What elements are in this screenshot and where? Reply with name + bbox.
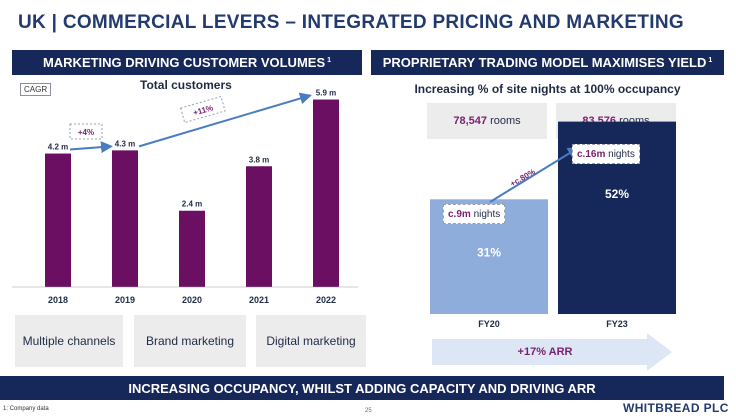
- arr-label-text: +17% ARR: [517, 346, 573, 358]
- x-tick-2019: 2019: [115, 295, 135, 305]
- cagr-arrow-2019-2022: [138, 92, 312, 148]
- rooms-number-fy20: 78,547: [453, 114, 488, 127]
- bar-label-2019: 4.3 m: [115, 139, 135, 148]
- bar-label-FY20: 31%: [477, 246, 501, 260]
- right-panel-header: PROPRIETARY TRADING MODEL MAXIMISES YIEL…: [371, 50, 724, 75]
- nights-number-fy23: c.16m: [577, 148, 606, 160]
- bar-2022: [313, 99, 339, 287]
- bar-label-2018: 4.2 m: [48, 143, 68, 152]
- rooms-box-fy20: 78,547 rooms: [427, 103, 547, 139]
- bar-2019: [112, 150, 138, 287]
- cagr-tag: CAGR: [20, 83, 52, 96]
- x-tick-2022: 2022: [316, 295, 336, 305]
- x-tick-2018: 2018: [48, 295, 68, 305]
- right-header-footnote-marker: 1: [708, 57, 713, 64]
- bar-2021: [246, 166, 272, 287]
- lever-box-digital-marketing: Digital marketing: [256, 315, 366, 367]
- page-number: 25: [365, 408, 372, 414]
- nights-unit-fy23: nights: [608, 148, 635, 160]
- occupancy-chart-title: Increasing % of site nights at 100% occu…: [414, 82, 681, 96]
- bar-label-2022: 5.9 m: [316, 89, 336, 98]
- bar-2018: [45, 153, 71, 287]
- cagr-arrow-2018-2019: [69, 141, 113, 154]
- growth-label: +c.80%: [509, 167, 537, 188]
- bar-label-2020: 2.4 m: [182, 200, 202, 209]
- rooms-unit-fy20: rooms: [490, 114, 521, 127]
- right-panel-header-text: PROPRIETARY TRADING MODEL MAXIMISES YIEL…: [382, 55, 707, 70]
- page-title: UK | COMMERCIAL LEVERS – INTEGRATED PRIC…: [18, 12, 684, 33]
- customers-bar-chart: 4.2 m 2018 4.3 m 2019 2.4 m 2020 3.8 m 2021 5.9 …: [12, 89, 358, 305]
- growth-arrow: [489, 146, 580, 203]
- brand-logo-text: WHITBREAD PLC: [623, 401, 729, 415]
- x-tick-2020: 2020: [182, 295, 202, 305]
- x-tick-FY23: FY23: [606, 319, 628, 329]
- footnote: 1: Company data: [3, 406, 49, 412]
- left-panel-header-text: MARKETING DRIVING CUSTOMER VOLUMES: [42, 55, 326, 70]
- bar-2020: [179, 210, 205, 287]
- bar-label-FY23: 52%: [605, 187, 629, 201]
- lever-box-brand-marketing: Brand marketing: [134, 315, 246, 367]
- cagr-box-11pct-group: +11%: [179, 95, 226, 124]
- left-header-footnote-marker: 1: [327, 57, 332, 64]
- arr-arrow-shape: [432, 333, 672, 371]
- left-panel-header: MARKETING DRIVING CUSTOMER VOLUMES 1: [12, 50, 362, 75]
- footer-banner: INCREASING OCCUPANCY, WHILST ADDING CAPA…: [0, 376, 724, 400]
- x-tick-FY20: FY20: [478, 319, 500, 329]
- lever-box-multiple-channels: Multiple channels: [15, 315, 123, 367]
- customers-chart-title: Total customers: [140, 78, 232, 92]
- cagr-box-4pct: [69, 123, 103, 140]
- arr-label: +17% ARR: [460, 346, 630, 358]
- nights-box-fy20: c.9m nights: [443, 204, 506, 224]
- x-tick-2021: 2021: [249, 295, 269, 305]
- nights-box-fy23: c.16m nights: [572, 144, 640, 164]
- occupancy-bar-chart: 31% FY20 52% FY23 +c.80%: [430, 121, 676, 329]
- nights-number-fy20: c.9m: [448, 208, 471, 220]
- cagr-box-11pct: [179, 95, 226, 124]
- nights-unit-fy20: nights: [473, 208, 501, 220]
- cagr-label-4pct: +4%: [78, 128, 94, 137]
- bar-label-2021: 3.8 m: [249, 155, 269, 164]
